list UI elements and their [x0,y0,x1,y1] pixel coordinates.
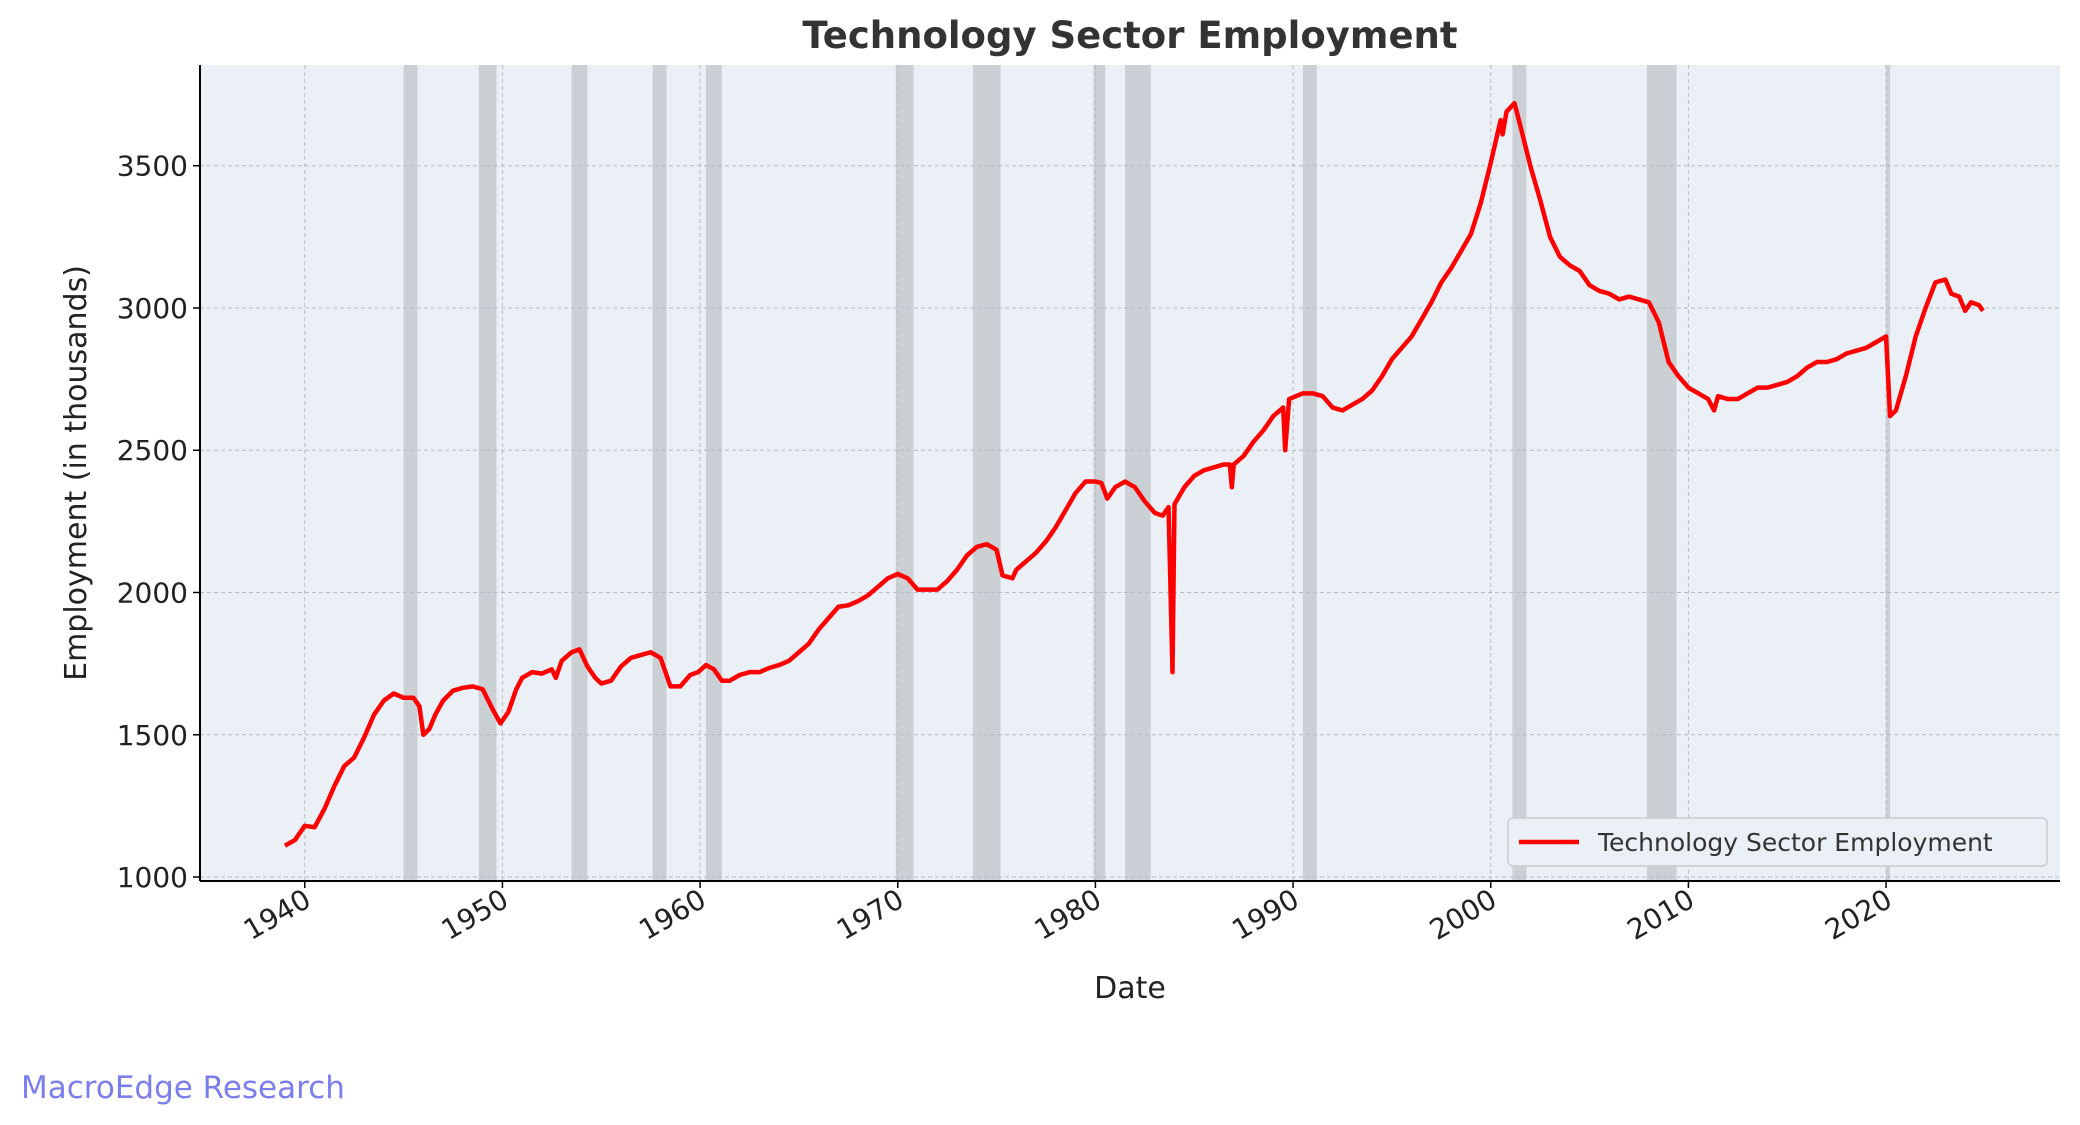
recession-band [652,65,667,881]
x-tick-label: 1950 [436,882,514,946]
data-line [283,100,1985,848]
x-tick-label: 2020 [1819,882,1897,946]
legend-box [1507,817,2048,867]
y-tick-label: 2500 [117,434,188,467]
recession-band [972,65,1001,881]
recession-band [895,65,914,881]
watermark: MacroEdge Research [21,1070,345,1106]
recession-band [571,65,588,881]
y-axis-label: Employment (in thousands) [59,265,94,681]
y-tick-label: 1000 [117,861,188,894]
legend-label: Technology Sector Employment [1597,828,1993,857]
recession-band [403,65,418,881]
x-tick-label: 2000 [1424,882,1502,946]
y-tick-label: 3000 [117,292,188,325]
recession-band [1093,65,1106,881]
x-tick-label: 1940 [238,882,316,946]
legend: Technology Sector Employment [1507,817,2048,867]
recession-band [1302,65,1317,881]
recession-band [1512,65,1527,881]
y-tick-label: 2000 [117,576,188,609]
recession-band [478,65,497,881]
x-tick-label: 1990 [1226,882,1304,946]
recession-band [1886,65,1891,881]
x-axis-label: Date [1094,971,1166,1006]
recession-band [1646,65,1677,881]
y-tick-label: 1500 [117,719,188,752]
chart-title: Technology Sector Employment [802,14,1457,57]
x-tick-label: 1970 [831,882,909,946]
recession-band [1125,65,1151,881]
x-tick-label: 2010 [1622,882,1700,946]
x-tick-label: 1980 [1029,882,1107,946]
y-tick-label: 3500 [117,150,188,183]
x-tick-label: 1960 [633,882,711,946]
recession-band [706,65,722,881]
